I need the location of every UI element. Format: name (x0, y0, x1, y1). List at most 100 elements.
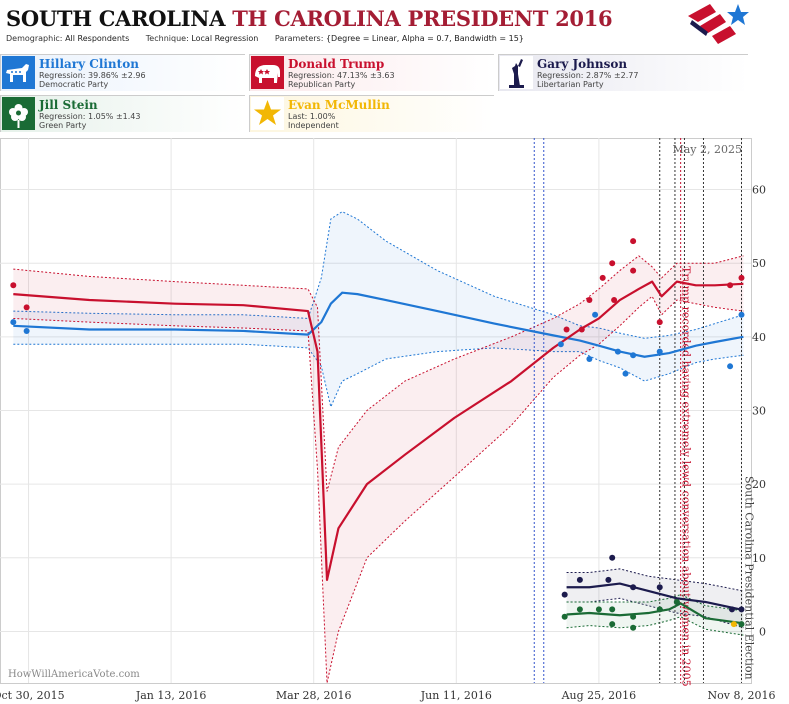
candidate-name: Evan McMullin (288, 98, 390, 112)
poll-point (656, 348, 663, 355)
star-icon (251, 97, 284, 130)
technique-value: Local Regression (191, 34, 259, 43)
poll-point (10, 319, 17, 326)
poll-point (576, 606, 583, 613)
candidate-name: Hillary Clinton (39, 57, 139, 71)
poll-point (738, 621, 745, 628)
poll-point (630, 238, 637, 245)
y-tick-label: 0 (759, 625, 766, 638)
poll-point (599, 274, 606, 281)
parameters-value: {Degree = Linear, Alpha = 0.7, Bandwidth… (325, 34, 524, 43)
poll-point (630, 267, 637, 274)
x-tick-label: Mar 28, 2016 (276, 689, 352, 702)
y-tick-label: 10 (752, 552, 766, 565)
poll-point (630, 584, 637, 591)
poll-point (609, 554, 616, 561)
trend-line (566, 582, 744, 612)
candidate-name: Gary Johnson (537, 57, 628, 71)
poll-point (738, 311, 745, 318)
poll-point (561, 591, 568, 598)
band-upper (13, 255, 744, 492)
x-tick-label: Oct 30, 2015 (0, 689, 65, 702)
title-state: SOUTH CAROLINA (6, 6, 226, 31)
y-axis: 0 10 20 30 40 50 60 (752, 184, 766, 639)
event-label: South Carolina Presidential Election (742, 476, 755, 680)
candidate-name: Jill Stein (39, 98, 98, 112)
candidate-card-stein: Jill Stein Regression: 1.05% ±1.43 Green… (0, 95, 245, 132)
header: SOUTH CAROLINA TH CAROLINA PRESIDENT 201… (0, 0, 789, 50)
band-lower (13, 343, 744, 409)
title-race: TH CAROLINA PRESIDENT 2016 (232, 6, 613, 31)
poll-point (738, 606, 745, 613)
candidate-name: Donald Trump (288, 57, 385, 71)
candidate-party: Libertarian Party (537, 80, 604, 89)
poll-chart: Trump recorded having extremely lewd con… (0, 138, 775, 702)
event-label: Trump recorded having extremely lewd con… (680, 266, 693, 687)
flower-icon (2, 97, 35, 130)
y-tick-label: 50 (752, 257, 766, 270)
donkey-icon (2, 56, 35, 89)
poll-point (586, 355, 593, 362)
event-markers: Trump recorded having extremely lewd con… (533, 138, 755, 687)
candidate-stat: Regression: 39.86% ±2.96 (39, 71, 146, 80)
poll-point (656, 319, 663, 326)
y-tick-label: 40 (752, 331, 766, 344)
poll-point (630, 352, 637, 359)
trend-line (13, 280, 744, 581)
poll-point (673, 598, 680, 605)
technique-label: Technique: (145, 34, 189, 43)
site-logo-icon (688, 4, 749, 44)
poll-point (557, 341, 564, 348)
candidate-party: Independent (288, 121, 339, 130)
candidate-card-trump: Donald Trump Regression: 47.13% ±3.63 Re… (249, 54, 494, 91)
poll-point (576, 576, 583, 583)
poll-point (561, 613, 568, 620)
poll-point (609, 260, 616, 267)
demographic-value: All Respondents (65, 34, 130, 43)
liberty-icon (500, 56, 533, 89)
candidate-stat: Regression: 2.87% ±2.77 (537, 71, 639, 80)
candidate-card-mcmullin: Evan McMullin Last: 1.00% Independent (249, 95, 494, 132)
x-axis: Oct 30, 2015 Jan 13, 2016 Mar 28, 2016 Jun … (0, 689, 775, 702)
band-upper (566, 594, 744, 612)
poll-point (614, 348, 621, 355)
candidate-party: Republican Party (288, 80, 356, 89)
candidate-stat: Last: 1.00% (288, 112, 336, 121)
date-stamp: May 2, 2025 (672, 143, 742, 156)
poll-point (730, 621, 737, 628)
candidate-stat: Regression: 47.13% ±3.63 (288, 71, 395, 80)
poll-point (10, 282, 17, 289)
page-title: SOUTH CAROLINA TH CAROLINA PRESIDENT 201… (6, 6, 613, 31)
poll-point (656, 584, 663, 591)
band-lower (566, 616, 744, 636)
poll-point (622, 370, 629, 377)
poll-point (609, 621, 616, 628)
demographic-label: Demographic: (6, 34, 63, 43)
confidence-band (13, 211, 744, 407)
poll-point (727, 282, 734, 289)
poll-point (609, 606, 616, 613)
candidate-party: Green Party (39, 121, 87, 130)
poll-point (605, 576, 612, 583)
confidence-bands (13, 211, 744, 684)
parameters-line: Demographic: All Respondents Technique: … (6, 34, 524, 43)
band-upper (566, 568, 744, 592)
band-lower (566, 597, 744, 629)
poll-point (563, 326, 570, 333)
x-tick-label: Aug 25, 2016 (561, 689, 637, 702)
poll-point (728, 606, 735, 613)
poll-point (727, 363, 734, 370)
x-tick-label: Nov 8, 2016 (708, 689, 776, 702)
confidence-band (13, 255, 744, 683)
band-lower (13, 295, 744, 684)
poll-point (611, 297, 618, 304)
poll-point (630, 613, 637, 620)
x-tick-label: Jan 13, 2016 (135, 689, 207, 702)
candidate-card-johnson: Gary Johnson Regression: 2.87% ±2.77 Lib… (498, 54, 748, 91)
candidate-party: Democratic Party (39, 80, 109, 89)
parameters-label: Parameters: (274, 34, 324, 43)
poll-point (595, 606, 602, 613)
poll-point (738, 274, 745, 281)
poll-point (23, 304, 30, 311)
watermark: HowWillAmericaVote.com (8, 669, 140, 680)
